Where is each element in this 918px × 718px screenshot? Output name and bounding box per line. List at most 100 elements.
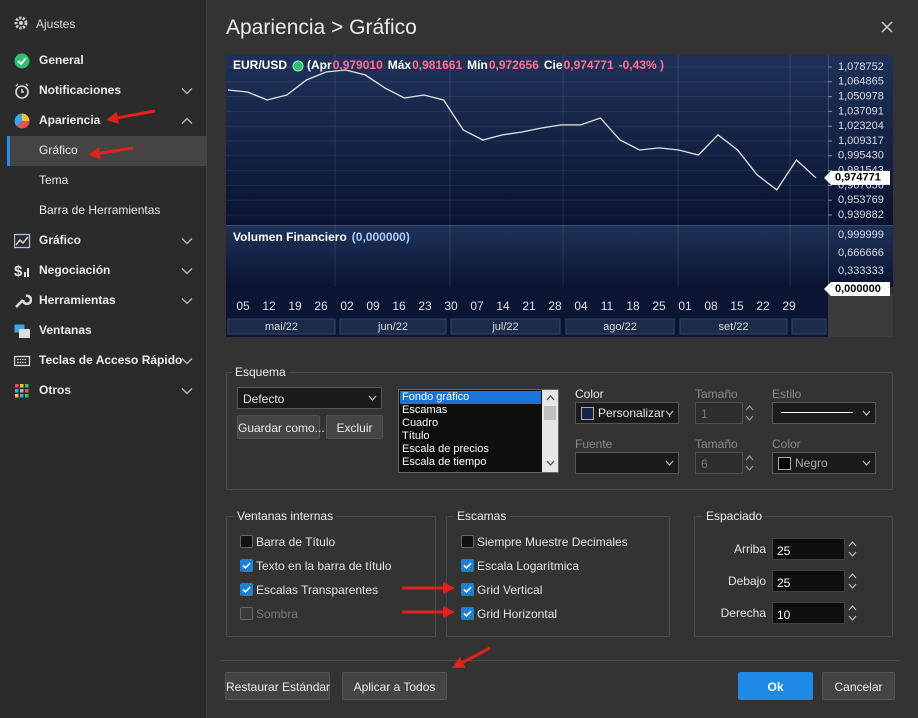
price-tick-label: 1,064865 (838, 76, 884, 88)
size-input[interactable]: 1 (695, 402, 743, 424)
icon (14, 16, 28, 30)
font-dropdown[interactable] (575, 452, 679, 474)
element-item[interactable]: Escala de tiempo (402, 456, 487, 468)
menu-item[interactable]: Negociación (39, 263, 111, 277)
icon[interactable] (240, 607, 253, 620)
icon-dot (20, 394, 24, 398)
checkbox (240, 535, 253, 548)
quote-value: 0,979010 (333, 58, 383, 72)
icon (848, 573, 857, 589)
checkbox-label[interactable]: Escalas Transparentes (256, 583, 379, 597)
icon[interactable] (461, 559, 474, 572)
dropdown-arrow (862, 410, 871, 416)
date-label: 01 (678, 299, 692, 313)
checkbox-label[interactable]: Sombra (256, 607, 299, 621)
icon[interactable] (461, 607, 474, 620)
month-box (227, 318, 336, 335)
menu-item[interactable]: Notificaciones (39, 83, 122, 97)
color-dropdown[interactable]: Personalizar . (575, 402, 679, 424)
date-label: 08 (704, 299, 718, 313)
menu-item[interactable]: Herramientas (39, 293, 116, 307)
icon (14, 324, 30, 338)
date-label: 18 (626, 299, 640, 313)
element-item[interactable]: Escamas (402, 404, 448, 416)
checkbox-label[interactable]: Barra de Título (256, 535, 336, 549)
style-dropdown[interactable] (772, 402, 876, 424)
color-swatch (778, 457, 791, 470)
submenu-item[interactable]: Barra de Herramientas (39, 203, 161, 217)
spacing-input[interactable]: 25 (772, 538, 845, 560)
date-label: 30 (444, 299, 458, 313)
icon-alarm-hands (15, 83, 29, 93)
icon-dot (25, 389, 29, 393)
spin-arrows (745, 455, 754, 471)
icon (181, 88, 193, 95)
element-item[interactable]: Escala de precios (402, 443, 489, 455)
element-item[interactable]: Cuadro (402, 417, 439, 429)
icon (862, 410, 871, 416)
chevron (181, 358, 193, 365)
ok-button[interactable]: Ok (738, 672, 813, 700)
font-color-dropdown[interactable]: Negro (772, 452, 876, 474)
spacing-label: Derecha (720, 606, 766, 620)
apply-all-button[interactable]: Aplicar a Todos (342, 672, 447, 700)
menu-item[interactable]: Otros (39, 383, 72, 397)
icon[interactable] (240, 535, 253, 548)
chevron (181, 388, 193, 395)
icon-chart (14, 233, 31, 249)
element-list[interactable]: Fondo gráfico Escamas Cuadro Título Escala d… (398, 389, 559, 473)
submenu-item[interactable]: Gráfico (39, 143, 78, 157)
icon-wrench (15, 294, 32, 308)
icon[interactable] (461, 583, 474, 596)
icon[interactable] (240, 583, 253, 596)
icon[interactable] (461, 535, 474, 548)
group-title: Ventanas internas (234, 509, 337, 523)
restore-button[interactable]: Restaurar Estándar (225, 672, 330, 700)
menu-item[interactable]: Apariencia (39, 113, 101, 127)
checkbox-label[interactable]: Escala Logarítmica (477, 559, 580, 573)
spacing-input[interactable]: 25 (772, 570, 845, 592)
checkbox-label[interactable]: Texto en la barra de título (256, 559, 392, 573)
icon-dot (15, 389, 19, 393)
menu-item[interactable]: Ventanas (39, 323, 92, 337)
checkbox-label[interactable]: Grid Vertical (477, 583, 543, 597)
scrollbar (542, 390, 558, 472)
color-swatch (581, 407, 594, 420)
close-button[interactable] (878, 18, 896, 36)
icon[interactable] (240, 559, 253, 572)
group-title: Esquema (232, 365, 289, 379)
quote-label: Mín (467, 58, 488, 72)
icon (848, 605, 857, 621)
volume-pane (226, 226, 893, 287)
status-dot (292, 60, 304, 72)
icon (745, 455, 754, 471)
preset-dropdown[interactable]: Defecto (237, 387, 382, 409)
icon-pie-b (17, 121, 30, 129)
icon (181, 358, 193, 365)
icon-dot (20, 389, 24, 393)
price-tick-label: 0,995430 (838, 150, 884, 162)
quote-value: 0,981661 (412, 58, 462, 72)
menu-item[interactable]: Gráfico (39, 233, 82, 247)
selected-marker (7, 136, 10, 166)
element-item[interactable]: Título (402, 430, 430, 442)
delete-button[interactable]: Excluir (326, 415, 383, 439)
last-price-marker (824, 170, 890, 185)
element-item[interactable]: Fondo gráfico (400, 391, 541, 404)
icon-dot (15, 384, 19, 388)
submenu-item[interactable]: Tema (39, 173, 69, 187)
checkmark (242, 586, 251, 594)
month-label: jun/22 (377, 321, 408, 333)
checkbox-label[interactable]: Grid Horizontal (477, 607, 558, 621)
price-pane (226, 55, 893, 225)
save-as-button[interactable]: Guardar como... (237, 415, 325, 439)
menu-item[interactable]: General (39, 53, 84, 67)
cancel-button[interactable]: Cancelar (822, 672, 895, 700)
checkbox-label[interactable]: Siempre Muestre Decimales (477, 535, 628, 549)
menu-item[interactable]: Teclas de Acceso Rápido (39, 353, 183, 367)
font-size-input[interactable]: 6 (695, 452, 743, 474)
spacing-input[interactable]: 10 (772, 602, 845, 624)
price-tick-label: 0,953769 (838, 194, 884, 206)
